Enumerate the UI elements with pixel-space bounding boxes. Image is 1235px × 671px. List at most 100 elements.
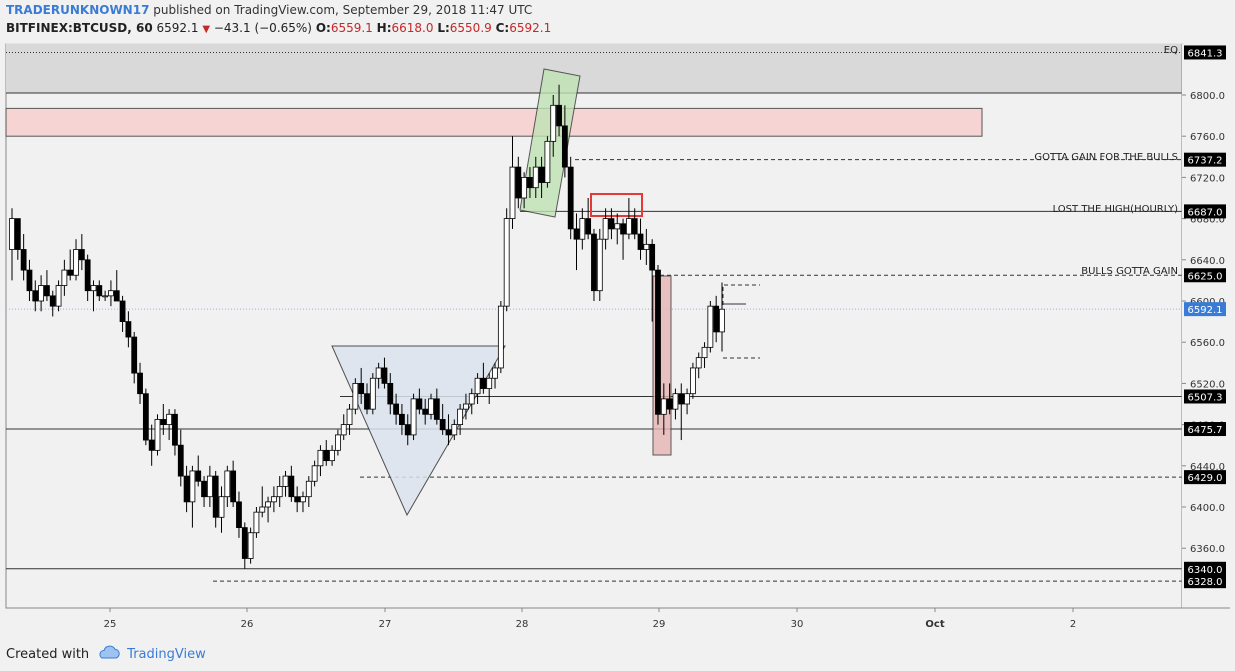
candle-body <box>340 424 347 436</box>
candle-body <box>596 238 603 292</box>
down-arrow-icon: ▼ <box>202 24 211 35</box>
candle-body <box>660 398 667 415</box>
candle-body <box>439 419 446 431</box>
candle-body <box>131 336 138 374</box>
candle-body <box>591 233 597 292</box>
candle-body <box>236 501 242 529</box>
candle-body <box>503 218 510 307</box>
candle-body <box>585 218 592 235</box>
x-tick-label: 29 <box>653 619 666 630</box>
y-tick-label: 6560.0 <box>1190 338 1225 349</box>
y-tick-label: 6360.0 <box>1190 544 1225 555</box>
candle-body <box>142 393 149 441</box>
x-tick-label: 25 <box>104 619 117 630</box>
high-value: 6618.0 <box>391 21 434 35</box>
author-username[interactable]: TRADERUNKNOWN17 <box>6 3 150 17</box>
candle-body <box>44 285 50 297</box>
candle-body <box>352 382 359 410</box>
candle-body <box>556 104 562 127</box>
annotation-label: BULLS GOTTA GAIN <box>1081 266 1178 277</box>
candle-body <box>346 408 353 425</box>
candle-body <box>428 398 434 415</box>
candle-body <box>67 269 74 276</box>
candle-body <box>602 218 609 240</box>
candle-body <box>649 243 656 271</box>
x-tick-label: 27 <box>379 619 392 630</box>
candle-body <box>195 470 202 482</box>
candle-body <box>119 300 126 323</box>
candle-body <box>137 372 143 395</box>
price-axis[interactable] <box>1182 44 1230 608</box>
price-badge <box>1184 561 1226 576</box>
x-tick-label: 2 <box>1070 619 1076 630</box>
price-badge-label: 6507.3 <box>1188 392 1223 403</box>
price-badge-label: 6687.0 <box>1188 207 1223 218</box>
price-badge-label: 6328.0 <box>1188 577 1223 588</box>
price-badge <box>1184 204 1226 219</box>
candle-body <box>561 125 568 168</box>
candle-body <box>38 285 44 302</box>
candle-body <box>666 398 673 410</box>
candle-body <box>678 393 685 405</box>
price-badge-label: 6340.0 <box>1188 565 1223 576</box>
y-tick-label: 6400.0 <box>1190 503 1225 514</box>
price-badge <box>1184 574 1226 589</box>
price-badge <box>1184 152 1226 167</box>
candle-body <box>259 506 266 513</box>
candle-body <box>573 228 580 240</box>
symbol-label: BITFINEX:BTCUSD, 60 <box>6 21 153 35</box>
candle-body <box>189 470 196 503</box>
created-with-label: Created with <box>6 646 90 662</box>
time-axis[interactable] <box>6 608 1182 632</box>
candle-body <box>282 475 289 487</box>
plot-area[interactable] <box>5 43 1183 609</box>
candle-body <box>329 449 335 462</box>
candle-body <box>288 475 295 498</box>
candle-body <box>369 377 376 410</box>
y-tick-label: 6680.0 <box>1190 215 1225 226</box>
price-badge <box>1184 45 1226 60</box>
projection-line-upper <box>722 284 760 305</box>
candle-body <box>84 259 91 292</box>
low-label: L: <box>437 21 450 35</box>
price-badge-label: 6841.3 <box>1188 48 1223 59</box>
high-label: H: <box>376 21 392 35</box>
annotation-label: LOST THE HIGH(HOURLY) <box>1053 204 1178 215</box>
candle-body <box>690 367 696 395</box>
candle-body <box>375 367 382 379</box>
candle-body <box>433 398 440 420</box>
candle-body <box>172 413 178 446</box>
open-value: 6559.1 <box>330 21 373 35</box>
candle-body <box>108 290 114 297</box>
candle-body <box>457 408 464 425</box>
price-badge <box>1184 302 1226 317</box>
price-badge <box>1184 470 1226 485</box>
candle-body <box>323 449 330 462</box>
candle-body <box>230 470 237 503</box>
price-badge-label: 6475.7 <box>1188 425 1223 436</box>
candle-body <box>527 176 533 189</box>
candle-body <box>515 166 522 199</box>
lost-high-box <box>590 193 643 217</box>
candle-body <box>550 104 557 142</box>
tradingview-brand-link[interactable]: TradingView <box>127 646 206 662</box>
candle-body <box>544 140 551 183</box>
candle-body <box>480 377 487 389</box>
published-text: published on TradingView.com, September … <box>153 3 533 17</box>
candle-body <box>166 413 173 425</box>
candle-body <box>445 429 452 436</box>
candle-body <box>631 218 638 235</box>
candle-body <box>218 496 225 518</box>
candle-body <box>335 434 341 451</box>
candle-body <box>492 367 498 379</box>
resistance-zone <box>5 107 983 137</box>
candle-body <box>672 393 679 410</box>
candle-body <box>300 496 306 503</box>
price-badge-label: 6592.1 <box>1188 305 1223 316</box>
candle-body <box>32 290 39 302</box>
candle-body <box>311 465 318 482</box>
candle-body <box>358 382 365 395</box>
price-badge-label: 6737.2 <box>1188 156 1223 167</box>
candle-body <box>422 408 429 415</box>
